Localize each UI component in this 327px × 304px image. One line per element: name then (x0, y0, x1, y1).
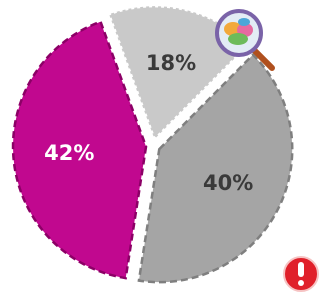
pie-chart: 18% 40% 42% (0, 0, 327, 304)
data-label: 40% (203, 171, 253, 195)
alert-icon[interactable] (281, 254, 321, 294)
data-label: 18% (146, 51, 196, 75)
data-label: 42% (44, 141, 94, 165)
